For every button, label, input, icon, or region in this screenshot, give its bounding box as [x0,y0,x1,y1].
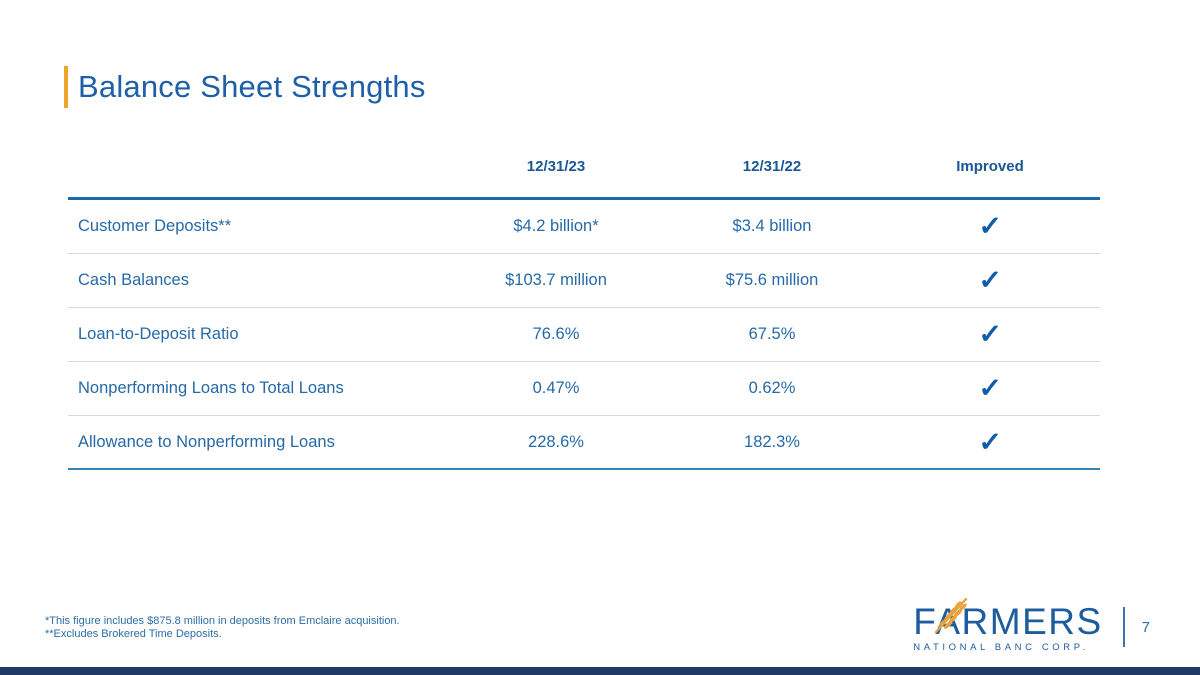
table-row: Allowance to Nonperforming Loans 228.6% … [68,416,1100,470]
page-number: 7 [1141,618,1150,636]
column-header-12-31-22: 12/31/22 [742,158,802,175]
page-title: Balance Sheet Strengths [78,69,426,104]
improved-cell: ✓ [880,213,1100,240]
value-2022: 0.62% [748,379,796,397]
page-number-separator [1122,607,1125,647]
value-2023: 76.6% [532,325,580,343]
farmers-logo: FARMERS NATIONAL BANC CORP. [913,597,1103,653]
check-icon: ✓ [978,373,1002,403]
footnote-2: **Excludes Brokered Time Deposits. [45,628,222,640]
title-accent-bar [64,66,68,108]
column-header-improved: Improved [956,158,1024,175]
row-label: Customer Deposits** [78,217,232,235]
table-row: Customer Deposits** $4.2 billion* $3.4 b… [68,200,1100,254]
row-label: Allowance to Nonperforming Loans [78,432,335,451]
check-icon: ✓ [978,426,1002,457]
improved-cell: ✓ [880,375,1100,402]
bottom-accent-bar [0,667,1200,675]
check-icon: ✓ [978,319,1002,349]
value-2022: $75.6 million [725,271,819,289]
table-row: Nonperforming Loans to Total Loans 0.47%… [68,362,1100,416]
footnotes: *This figure includes $875.8 million in … [45,615,400,641]
column-header-12-31-23: 12/31/23 [526,158,586,175]
value-2023: 0.47% [532,379,580,397]
improved-cell: ✓ [880,267,1100,294]
row-label: Loan-to-Deposit Ratio [78,325,239,343]
value-2023: 228.6% [528,432,584,451]
value-2023: $103.7 million [505,271,607,289]
table-row: Loan-to-Deposit Ratio 76.6% 67.5% ✓ [68,308,1100,362]
improved-cell: ✓ [880,321,1100,348]
value-2022: 182.3% [744,432,800,451]
value-2022: $3.4 billion [732,217,812,235]
table-header-row: 12/31/23 12/31/22 Improved [68,136,1100,200]
value-2022: 67.5% [748,325,796,343]
improved-cell: ✓ [880,426,1100,457]
check-icon: ✓ [978,265,1002,295]
footer: FARMERS NATIONAL BANC CORP. 7 [913,597,1150,653]
value-2023: $4.2 billion* [513,217,599,235]
table-row: Cash Balances $103.7 million $75.6 milli… [68,254,1100,308]
logo-subtitle: NATIONAL BANC CORP. [913,642,1089,653]
logo-wordmark: FARMERS [913,601,1103,642]
row-label: Nonperforming Loans to Total Loans [78,379,344,397]
balance-sheet-table: 12/31/23 12/31/22 Improved Customer Depo… [68,136,1100,470]
check-icon: ✓ [978,211,1002,241]
row-label: Cash Balances [78,271,189,289]
footnote-1: *This figure includes $875.8 million in … [45,615,400,627]
title-row: Balance Sheet Strengths [64,66,426,108]
